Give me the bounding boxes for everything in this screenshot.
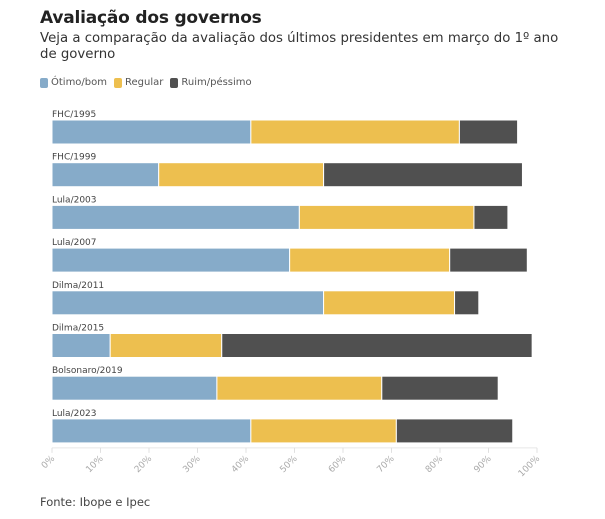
bar-row-lula-2007: Lula/2007Lula/2007 — Ótimo/bom: 49%Lula/… <box>51 238 528 273</box>
bar-segment-otimo-bom[interactable]: Lula/2007 — Ótimo/bom: 49% <box>51 247 291 273</box>
legend-swatch-regular <box>114 77 123 88</box>
bar-segment-ruim-pessimo[interactable]: Lula/2007 — Ruim/péssimo: 16% <box>449 247 528 273</box>
bar-segment-ruim-pessimo[interactable]: Bolsonaro/2019 — Ruim/péssimo: 24% <box>381 375 499 401</box>
x-tick-label: 40% <box>230 454 252 476</box>
legend-item-ruim-pessimo[interactable]: Ruim/péssimo <box>170 77 252 88</box>
category-label: Dilma/2015 <box>52 324 104 334</box>
bar-row-lula-2023: Lula/2023Lula/2023 — Ótimo/bom: 41%Lula/… <box>51 409 514 444</box>
bar-segment-regular[interactable]: Dilma/2011 — Regular: 27% <box>323 290 456 316</box>
source-note: Fonte: Ibope e Ipec <box>40 495 151 509</box>
legend-item-regular[interactable]: Regular <box>114 77 163 88</box>
bar-segment-ruim-pessimo[interactable]: FHC/1995 — Ruim/péssimo: 12% <box>458 119 519 145</box>
bar-row-dilma-2015: Dilma/2015Dilma/2015 — Ótimo/bom: 12%Dil… <box>51 324 533 358</box>
bar-segment-ruim-pessimo[interactable]: Dilma/2011 — Ruim/péssimo: 5% <box>454 290 480 316</box>
legend: Ótimo/bom Regular Ruim/péssimo <box>40 77 259 88</box>
x-tick-label: 70% <box>375 454 397 476</box>
category-label: FHC/1995 <box>52 110 96 120</box>
category-label: Lula/2007 <box>52 238 97 248</box>
bar-segment-otimo-bom[interactable]: FHC/1995 — Ótimo/bom: 41% <box>51 119 252 145</box>
legend-swatch-ruim-pessimo <box>170 77 179 88</box>
x-tick-label: 90% <box>472 454 494 476</box>
bar-segment-regular[interactable]: Lula/2023 — Regular: 30% <box>250 418 397 444</box>
legend-item-otimo-bom[interactable]: Ótimo/bom <box>40 77 107 88</box>
bar-segment-regular[interactable]: FHC/1999 — Regular: 34% <box>158 162 325 188</box>
bar-segment-otimo-bom[interactable]: Bolsonaro/2019 — Ótimo/bom: 34% <box>51 375 218 401</box>
bar-segment-otimo-bom[interactable]: Lula/2023 — Ótimo/bom: 41% <box>51 418 252 444</box>
bar-segment-ruim-pessimo[interactable]: Lula/2023 — Ruim/péssimo: 24% <box>395 418 514 444</box>
category-label: Lula/2003 <box>52 195 97 205</box>
bar-row-bolsonaro-2019: Bolsonaro/2019Bolsonaro/2019 — Ótimo/bom… <box>51 366 499 401</box>
x-tick-label: 10% <box>84 454 106 476</box>
bar-segment-regular[interactable]: Dilma/2015 — Regular: 23% <box>109 333 223 358</box>
legend-label-otimo-bom: Ótimo/bom <box>51 77 108 88</box>
category-label: Lula/2023 <box>52 409 97 419</box>
bar-segment-otimo-bom[interactable]: Dilma/2015 — Ótimo/bom: 12% <box>51 333 111 358</box>
category-label: Bolsonaro/2019 <box>52 366 123 376</box>
chart-subtitle: Veja a comparação da avaliação dos últim… <box>40 31 559 62</box>
legend-label-ruim-pessimo: Ruim/péssimo <box>181 77 252 88</box>
bar-segment-ruim-pessimo[interactable]: FHC/1999 — Ruim/péssimo: 41% <box>323 162 523 188</box>
bar-segment-regular[interactable]: Bolsonaro/2019 — Regular: 34% <box>216 375 383 401</box>
x-tick-label: 80% <box>424 454 446 476</box>
bar-segment-otimo-bom[interactable]: FHC/1999 — Ótimo/bom: 22% <box>51 162 160 188</box>
bar-segment-otimo-bom[interactable]: Lula/2003 — Ótimo/bom: 51% <box>51 204 300 230</box>
bar-segment-ruim-pessimo[interactable]: Lula/2003 — Ruim/péssimo: 7% <box>473 204 509 230</box>
x-tick-label: 50% <box>278 454 300 476</box>
chart-title: Avaliação dos governos <box>40 8 262 28</box>
bar-segment-regular[interactable]: FHC/1995 — Regular: 43% <box>250 119 460 145</box>
legend-swatch-otimo-bom <box>40 77 48 88</box>
x-tick-label: 0% <box>40 454 57 471</box>
legend-label-regular: Regular <box>125 77 164 88</box>
category-label: FHC/1999 <box>52 153 96 163</box>
bar-segment-otimo-bom[interactable]: Dilma/2011 — Ótimo/bom: 56% <box>51 290 325 316</box>
bar-segment-regular[interactable]: Lula/2003 — Regular: 36% <box>298 204 475 230</box>
bar-segment-regular[interactable]: Lula/2007 — Regular: 33% <box>289 247 451 273</box>
x-tick-label: 100% <box>517 454 543 480</box>
x-tick-label: 60% <box>327 454 349 476</box>
bar-segment-ruim-pessimo[interactable]: Dilma/2015 — Ruim/péssimo: 64% <box>221 333 533 358</box>
x-tick-label: 20% <box>133 454 155 476</box>
bar-row-fhc-1999: FHC/1999FHC/1999 — Ótimo/bom: 22%FHC/199… <box>51 153 523 188</box>
x-tick-label: 30% <box>181 454 203 476</box>
category-label: Dilma/2011 <box>52 281 104 291</box>
